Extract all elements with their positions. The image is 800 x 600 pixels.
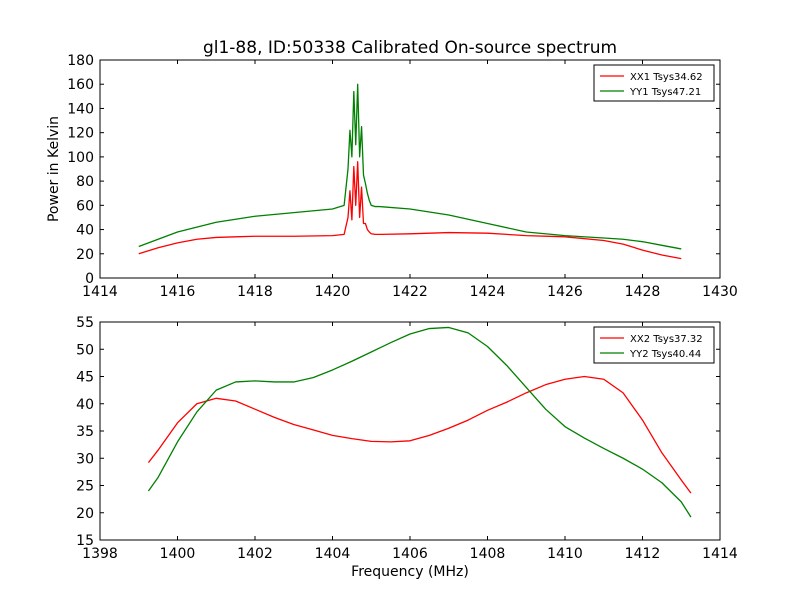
x-tick-label: 1418 <box>237 284 273 300</box>
x-tick-label: 1414 <box>82 284 118 300</box>
series-line-0-1 <box>138 83 682 250</box>
y-tick-label: 25 <box>76 479 94 495</box>
y-tick-label: 180 <box>67 53 94 69</box>
x-tick-label: 1410 <box>547 546 583 562</box>
legend-box <box>593 64 715 102</box>
legend-entry: YY2 Tsys40.44 <box>629 349 701 360</box>
x-tick-label: 1398 <box>82 546 118 562</box>
chart-title: gl1-88, ID:50338 Calibrated On-source sp… <box>203 38 617 58</box>
x-tick-label: 1430 <box>702 284 738 300</box>
series-line-1-1 <box>147 326 692 518</box>
series-line-0-0 <box>138 161 682 260</box>
legend-entry: XX1 Tsys34.62 <box>630 72 703 83</box>
y-tick-label: 45 <box>76 370 94 386</box>
x-tick-label: 1416 <box>160 284 196 300</box>
x-tick-label: 1406 <box>392 546 428 562</box>
legend-entry: YY1 Tsys47.21 <box>629 87 701 98</box>
y-tick-label: 80 <box>76 174 94 190</box>
x-tick-label: 1400 <box>160 546 196 562</box>
y-tick-label: 100 <box>67 150 94 166</box>
y-tick-label: 120 <box>67 126 94 142</box>
x-axis-label: Frequency (MHz) <box>351 564 469 580</box>
x-tick-label: 1408 <box>470 546 506 562</box>
y-tick-label: 35 <box>76 424 94 440</box>
legend: XX1 Tsys34.62 YY1 Tsys47.21 <box>593 64 715 102</box>
x-tick-label: 1414 <box>702 546 738 562</box>
x-tick-label: 1428 <box>625 284 661 300</box>
top-spectrum-panel: 1414 1416 1418 1420 1422 1424 1426 1428 1430 0 20 4… <box>46 53 738 300</box>
y-tick-label: 40 <box>76 223 94 239</box>
y-tick-label: 160 <box>67 77 94 93</box>
x-tick-label: 1420 <box>315 284 351 300</box>
y-tick-label: 40 <box>76 397 94 413</box>
x-tick-label: 1426 <box>547 284 583 300</box>
legend: XX2 Tsys37.32 YY2 Tsys40.44 <box>593 326 715 364</box>
y-tick-label: 15 <box>76 533 94 549</box>
x-tick-label: 1424 <box>470 284 506 300</box>
x-tick-label: 1422 <box>392 284 428 300</box>
y-tick-label: 0 <box>85 271 94 287</box>
legend-entry: XX2 Tsys37.32 <box>630 334 703 345</box>
y-tick-label: 50 <box>76 342 94 358</box>
y-tick-label: 60 <box>76 198 94 214</box>
series-line-1-0 <box>147 375 692 494</box>
bottom-spectrum-panel: 1398 1400 1402 1404 1406 1408 1410 1412 1414 15 20… <box>76 315 738 580</box>
y-tick-label: 140 <box>67 101 94 117</box>
y-tick-label: 30 <box>76 451 94 467</box>
y-tick-label: 20 <box>76 506 94 522</box>
y-tick-label: 55 <box>76 315 94 331</box>
x-tick-label: 1402 <box>237 546 273 562</box>
y-axis-label: Power in Kelvin <box>46 116 62 222</box>
x-tick-label: 1404 <box>315 546 351 562</box>
x-tick-label: 1412 <box>625 546 661 562</box>
y-tick-label: 20 <box>76 247 94 263</box>
legend-box <box>593 326 715 364</box>
